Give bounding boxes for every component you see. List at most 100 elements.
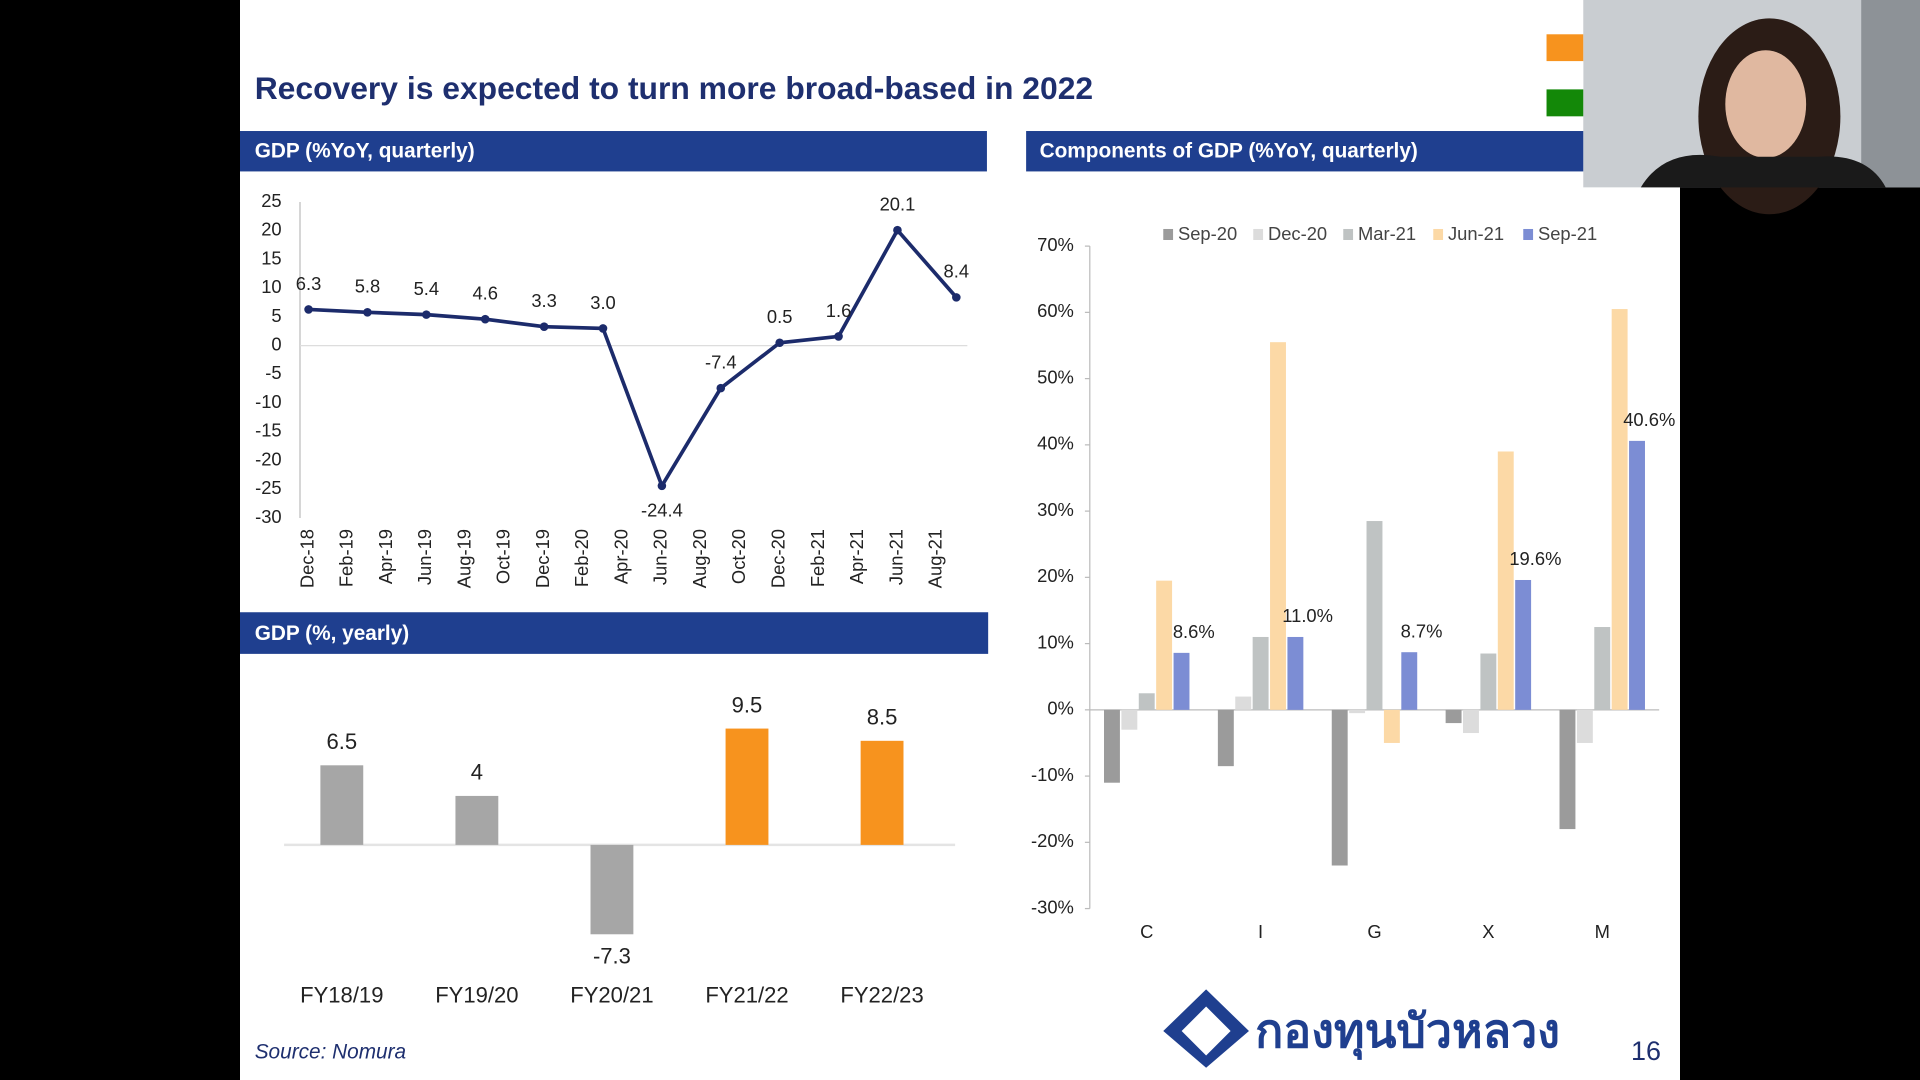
- y-tick-label: -20%: [1031, 830, 1074, 851]
- bar: [1463, 709, 1479, 734]
- data-label: 11.0%: [1282, 605, 1333, 626]
- webcam-body: [1640, 154, 1886, 188]
- y-tick-label: 0: [271, 333, 281, 354]
- marker: [363, 308, 372, 317]
- bar: [1252, 636, 1269, 710]
- marker: [893, 225, 902, 235]
- bar: [725, 728, 769, 845]
- x-tick-label: FY20/21: [570, 983, 653, 1008]
- y-tick-label: 25: [261, 190, 281, 211]
- x-tick-label: FY19/20: [435, 983, 518, 1008]
- x-tick-label: Oct-19: [493, 529, 514, 584]
- y-tick-label: -10: [255, 391, 282, 412]
- legend-swatch: [1343, 228, 1354, 240]
- x-tick-label: FY22/23: [840, 983, 923, 1008]
- y-tick-label: 70%: [1037, 234, 1074, 255]
- data-label: 8.4: [944, 261, 970, 282]
- data-label: 4: [471, 760, 483, 785]
- y-tick-label: 15: [261, 247, 281, 268]
- panel-header: [240, 131, 987, 172]
- y-tick-label: 20: [261, 219, 281, 240]
- legend-label: Dec-20: [1268, 223, 1327, 244]
- slide: [240, 0, 1680, 1080]
- x-tick-label: Feb-21: [807, 529, 828, 587]
- marker: [304, 305, 313, 314]
- x-tick-label: Aug-20: [689, 529, 710, 588]
- bar: [1480, 653, 1497, 710]
- x-tick-label: FY18/19: [300, 983, 383, 1008]
- y-tick-label: -5: [265, 362, 281, 383]
- bar: [455, 795, 499, 845]
- page-number: 16: [1631, 1036, 1661, 1066]
- x-tick-label: Apr-21: [846, 529, 867, 584]
- bar: [1383, 709, 1400, 743]
- logo-icon: [1163, 989, 1249, 1068]
- data-label: 8.6%: [1173, 621, 1215, 642]
- bar: [1611, 309, 1628, 710]
- bar: [1594, 627, 1611, 710]
- x-tick-label: Jun-20: [650, 529, 671, 585]
- x-tick-label: Aug-19: [453, 529, 474, 588]
- x-tick-label: FY21/22: [705, 983, 788, 1008]
- marker: [657, 481, 667, 491]
- x-tick-label: M: [1595, 921, 1610, 942]
- data-label: 9.5: [732, 692, 763, 717]
- x-tick-label: Aug-21: [925, 529, 946, 588]
- flag-stripe: [1546, 34, 1584, 62]
- bar: [1515, 579, 1532, 710]
- bar: [1629, 440, 1645, 710]
- y-tick-label: -30: [255, 506, 282, 527]
- marker: [952, 293, 961, 302]
- bar: [1121, 709, 1138, 730]
- bar: [1270, 342, 1286, 710]
- panel-header: [240, 612, 989, 654]
- x-tick-label: Jun-19: [414, 529, 435, 585]
- legend-swatch: [1163, 228, 1174, 240]
- y-tick-label: -20: [255, 448, 282, 469]
- bar: [1217, 709, 1234, 767]
- bar: [1559, 709, 1576, 830]
- y-tick-label: -30%: [1031, 896, 1074, 917]
- data-label: 19.6%: [1509, 548, 1561, 569]
- source: Source: Nomura: [255, 1041, 406, 1064]
- x-tick-label: G: [1367, 921, 1381, 942]
- x-tick-label: Feb-20: [571, 529, 592, 587]
- x-tick-label: Feb-19: [336, 529, 357, 587]
- data-label: 6.3: [296, 273, 322, 294]
- slide-title: Recovery is expected to turn more broad-…: [255, 70, 1093, 106]
- panel-header: [1026, 131, 1584, 172]
- legend-swatch: [1523, 228, 1534, 240]
- bar: [320, 765, 364, 845]
- legend-label: Sep-20: [1178, 223, 1237, 244]
- y-tick-label: 50%: [1037, 366, 1074, 387]
- line: [308, 227, 958, 490]
- bar: [1497, 451, 1514, 710]
- data-label: -7.4: [705, 351, 737, 372]
- y-tick-label: -10%: [1031, 764, 1074, 785]
- bar: [860, 740, 904, 845]
- data-label: 6.5: [326, 729, 357, 754]
- y-tick-label: 20%: [1037, 565, 1074, 586]
- data-label: 8.5: [867, 705, 898, 730]
- bar: [1287, 636, 1304, 710]
- x-tick-label: Dec-19: [532, 529, 553, 588]
- webcam-face: [1725, 50, 1807, 158]
- bar: [590, 844, 634, 935]
- bar: [1138, 693, 1155, 710]
- y-tick-label: 60%: [1037, 300, 1074, 321]
- y-tick-label: 40%: [1037, 433, 1074, 454]
- data-label: 5.4: [414, 278, 440, 299]
- x-tick-label: I: [1258, 921, 1263, 942]
- x-tick-label: X: [1482, 921, 1494, 942]
- data-label: 40.6%: [1623, 409, 1675, 430]
- bar: [1156, 580, 1173, 710]
- data-label: -24.4: [641, 499, 683, 520]
- x-tick-label: Dec-20: [768, 529, 789, 588]
- data-label: -7.3: [593, 943, 631, 968]
- y-tick-label: 30%: [1037, 499, 1074, 520]
- x-tick-label: Apr-19: [375, 529, 396, 584]
- data-label: 3.0: [590, 292, 616, 313]
- bar: [1445, 709, 1462, 724]
